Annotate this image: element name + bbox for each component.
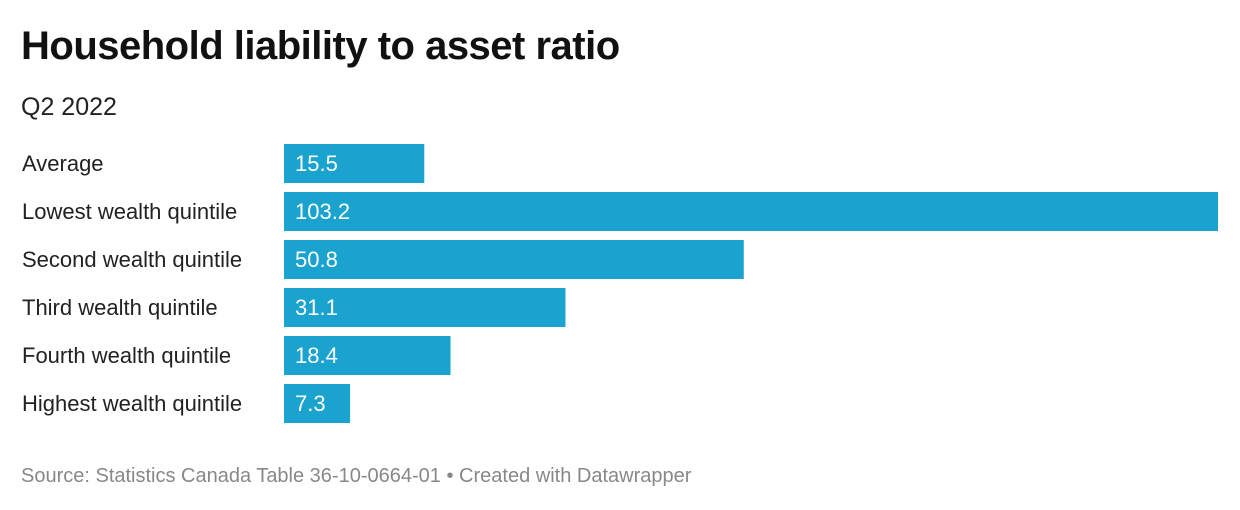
bar: [284, 288, 566, 327]
bar: [284, 240, 744, 279]
bar: [284, 192, 1218, 231]
category-label: Fourth wealth quintile: [22, 343, 231, 368]
category-label: Second wealth quintile: [22, 247, 242, 272]
source-separator: •: [446, 465, 454, 487]
bar-row: Fourth wealth quintile 18.4: [22, 336, 451, 375]
credit-text: Created with Datawrapper: [459, 465, 692, 487]
chart-subtitle: Q2 2022: [21, 93, 117, 121]
category-label: Highest wealth quintile: [22, 391, 242, 416]
bar-chart-svg: Average 15.5 Lowest wealth quintile 103.2 Se…: [22, 144, 1218, 423]
bar-value-label: 103.2: [295, 199, 350, 224]
chart-title: Household liability to asset ratio: [21, 24, 620, 68]
bar-value-label: 7.3: [295, 391, 326, 416]
bar-value-label: 31.1: [295, 295, 338, 320]
bar: [284, 336, 451, 375]
bar-row: Average 15.5: [22, 144, 425, 183]
category-label: Lowest wealth quintile: [22, 199, 237, 224]
bar-chart: Average 15.5 Lowest wealth quintile 103.2 Se…: [0, 140, 1240, 430]
chart-source: Source: Statistics Canada Table 36-10-06…: [21, 464, 691, 488]
bar: [284, 384, 351, 423]
category-label: Third wealth quintile: [22, 295, 218, 320]
bar-value-label: 15.5: [295, 151, 338, 176]
bar-row: Lowest wealth quintile 103.2: [22, 192, 1218, 231]
bar-value-label: 50.8: [295, 247, 338, 272]
source-text: Source: Statistics Canada Table 36-10-06…: [21, 465, 441, 487]
bar-row: Third wealth quintile 31.1: [22, 288, 566, 327]
bar-row: Highest wealth quintile 7.3: [22, 384, 351, 423]
category-label: Average: [22, 151, 104, 176]
bar-row: Second wealth quintile 50.8: [22, 240, 744, 279]
bar: [284, 144, 425, 183]
bar-value-label: 18.4: [295, 343, 338, 368]
